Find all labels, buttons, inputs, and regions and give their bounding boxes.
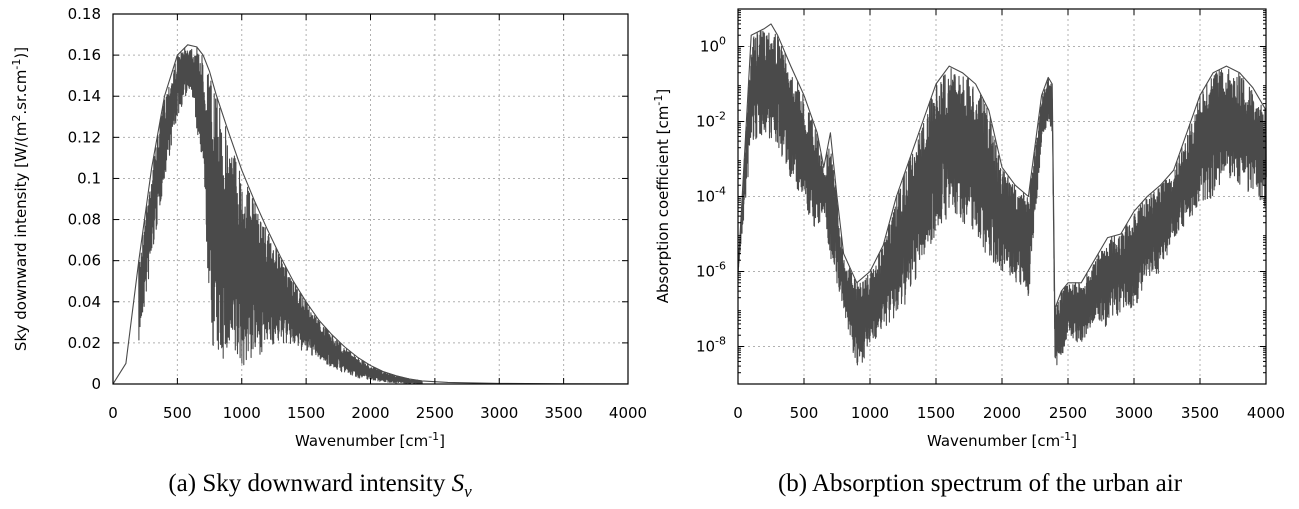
panel-a-x-tick-label: 3500 xyxy=(545,404,583,422)
panel-a-x-tick-label: 500 xyxy=(163,404,192,422)
panel-b-caption: (b) Absorption spectrum of the urban air xyxy=(778,470,1183,497)
panel-b-absorption-spectrum: 0 500 1000 1500 2000 2500 3000 3500 4000 10-8 10-6… xyxy=(652,8,1285,497)
panel-b-xlabel: Wavenumber [cm-1] xyxy=(927,430,1077,450)
panel-b-x-tick-label: 1500 xyxy=(917,404,955,422)
panel-a-y-tick-label: 0.18 xyxy=(68,5,101,23)
panel-b-x-tick-label: 3500 xyxy=(1181,404,1219,422)
panel-b-x-tick-label: 4000 xyxy=(1247,404,1285,422)
panel-a-x-tick-label: 1000 xyxy=(223,404,261,422)
panel-a-sky-intensity: 0 500 1000 1500 2000 2500 3000 3500 4000 0 0.02 0.0… xyxy=(10,5,647,501)
panel-b-y-tick-label: 10-8 xyxy=(696,335,726,356)
panel-a-caption: (a) Sky downward intensity Sν xyxy=(168,470,472,501)
panel-a-y-tick-label: 0.06 xyxy=(68,252,101,270)
panel-a-y-tick-label: 0.02 xyxy=(68,334,101,352)
panel-a-x-tick-label: 4000 xyxy=(609,404,647,422)
panel-b-x-tick-label: 0 xyxy=(733,404,743,422)
panel-b-x-tick-label: 3000 xyxy=(1115,404,1153,422)
panel-a-y-tick-label: 0.16 xyxy=(68,46,101,64)
panel-a-xlabel: Wavenumber [cm-1] xyxy=(295,430,445,450)
panel-b-y-tick-label: 10-6 xyxy=(696,260,726,281)
panel-b-series-spectrum xyxy=(737,30,1267,366)
panel-a-ticks: 0 500 1000 1500 2000 2500 3000 3500 4000 0 0.02 0.0… xyxy=(68,5,648,422)
panel-b-series xyxy=(737,23,1267,366)
panel-a-x-tick-label: 2500 xyxy=(416,404,454,422)
panel-b-x-tick-label: 1000 xyxy=(851,404,889,422)
panel-a-y-tick-label: 0.14 xyxy=(68,87,101,105)
panel-b-x-tick-label: 2500 xyxy=(1049,404,1087,422)
panel-a-y-tick-label: 0.08 xyxy=(68,211,101,229)
panel-a-y-tick-label: 0 xyxy=(91,375,101,393)
panel-a-x-tick-label: 3000 xyxy=(480,404,518,422)
panel-b-x-tick-label: 500 xyxy=(790,404,819,422)
panel-b-y-tick-label: 10-4 xyxy=(696,185,726,206)
panel-a-series xyxy=(112,44,629,385)
panel-a-y-tick-label: 0.04 xyxy=(68,293,101,311)
panel-b-y-tick-label: 10-2 xyxy=(696,110,726,131)
panel-a-x-tick-label: 0 xyxy=(108,404,118,422)
panel-a-series-spectrum xyxy=(138,46,423,385)
panel-a-y-tick-label: 0.12 xyxy=(68,128,101,146)
panel-a-x-tick-label: 1500 xyxy=(287,404,325,422)
panel-a-x-tick-label: 2000 xyxy=(351,404,389,422)
panel-a-y-tick-label: 0.1 xyxy=(77,169,101,187)
panel-b-x-tick-label: 2000 xyxy=(983,404,1021,422)
panel-b-y-tick-label: 100 xyxy=(700,35,726,56)
panel-b-ylabel: Absorption coefficient [cm-1] xyxy=(652,89,672,303)
panel-b-ticks: 0 500 1000 1500 2000 2500 3000 3500 4000 10-8 10-6… xyxy=(696,9,1285,422)
panel-a-ylabel: Sky downward intensity [W/(m2.sr.cm-1)] xyxy=(10,47,30,351)
